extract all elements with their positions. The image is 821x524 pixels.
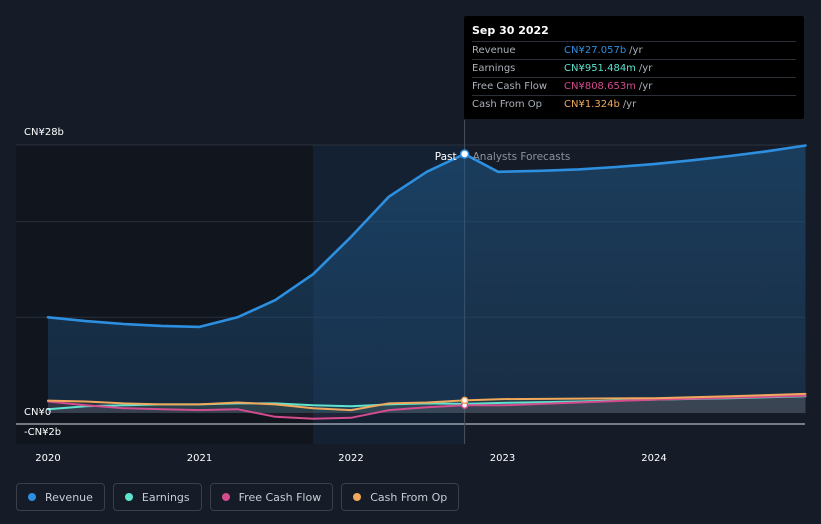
chart-area: CN¥28b CN¥0 -CN¥2b 2020 2021 2022 2023 2024 Past…: [16, 120, 807, 464]
tooltip-value: CN¥1.324b: [564, 99, 620, 110]
legend-label: Revenue: [45, 490, 93, 504]
x-tick-label: 2021: [187, 453, 212, 464]
x-tick-label: 2022: [338, 453, 363, 464]
y-tick-label: CN¥0: [24, 407, 51, 418]
tooltip-row-earnings: Earnings CN¥951.484m /yr: [472, 59, 796, 77]
tooltip-label: Cash From Op: [472, 99, 543, 110]
revenue-dot-icon: [28, 493, 36, 501]
legend: Revenue Earnings Free Cash Flow Cash Fro…: [16, 483, 460, 511]
legend-item-revenue[interactable]: Revenue: [16, 483, 105, 511]
legend-item-free-cash-flow[interactable]: Free Cash Flow: [209, 483, 334, 511]
tooltip-label: Earnings: [472, 63, 516, 74]
earnings-dot-icon: [124, 493, 133, 501]
y-tick-label: CN¥28b: [24, 127, 64, 138]
free-cash-flow-line: [47, 394, 807, 420]
tooltip-value: CN¥951.484m: [564, 63, 636, 74]
free-cash-flow-dot-icon: [221, 493, 230, 501]
legend-item-earnings[interactable]: Earnings: [112, 483, 202, 511]
tooltip-label: Revenue: [472, 45, 516, 56]
tooltip-date: Sep 30 2022: [472, 24, 549, 37]
cash-from-op-marker: [460, 396, 469, 405]
revenue-line: [46, 144, 807, 329]
tooltip-label: Free Cash Flow: [472, 81, 548, 92]
legend-item-cash-from-op[interactable]: Cash From Op: [341, 483, 460, 511]
tooltip-unit: /yr: [638, 63, 653, 74]
tooltip-unit: /yr: [622, 99, 637, 110]
y-tick-label: -CN¥2b: [24, 427, 61, 438]
cash-from-op-dot-icon: [353, 493, 362, 501]
tooltip-row-cash-from-op: Cash From Op CN¥1.324b /yr: [472, 95, 796, 113]
revenue-marker: [459, 149, 470, 159]
cash-from-op-line: [47, 392, 807, 412]
tooltip: Sep 30 2022 Revenue CN¥27.057b /yr Earni…: [464, 16, 804, 119]
legend-label: Free Cash Flow: [238, 490, 322, 504]
tooltip-row-free-cash-flow: Free Cash Flow CN¥808.653m /yr: [472, 77, 796, 95]
past-label: Past: [435, 151, 457, 163]
tooltip-value: CN¥27.057b: [564, 45, 627, 56]
x-tick-label: 2023: [490, 453, 515, 464]
tooltip-row-revenue: Revenue CN¥27.057b /yr: [472, 41, 796, 59]
analysts-forecasts-label: Analysts Forecasts: [473, 151, 571, 163]
revenue-area: [48, 145, 806, 413]
x-tick-label: 2020: [35, 453, 60, 464]
tooltip-unit: /yr: [638, 81, 653, 92]
tooltip-unit: /yr: [629, 45, 643, 56]
tooltip-value: CN¥808.653m: [564, 81, 636, 92]
legend-label: Cash From Op: [370, 490, 448, 504]
x-tick-label: 2024: [641, 453, 666, 464]
legend-label: Earnings: [141, 490, 190, 504]
